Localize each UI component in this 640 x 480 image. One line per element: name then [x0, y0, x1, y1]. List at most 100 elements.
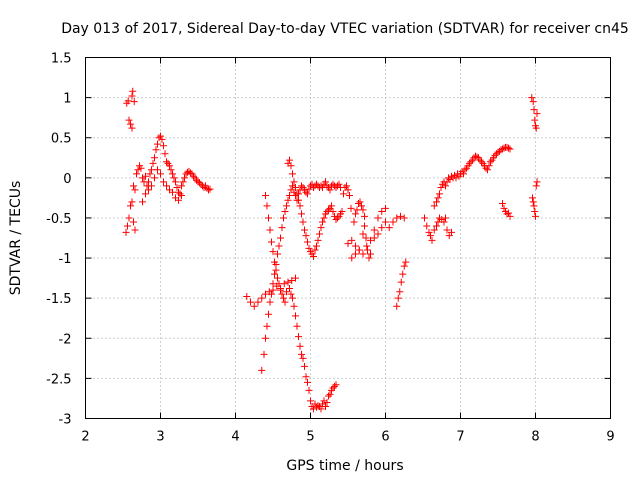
data-point: [399, 270, 407, 278]
tick-labels: 2 3 4 5 6 7 8 9 1.5 1 0.5 0 -0.5 -1 -1.5 -2 -2.5 -3: [46, 52, 615, 445]
data-point: [364, 246, 371, 254]
data-point: [290, 302, 298, 310]
data-point: [348, 254, 356, 262]
data-point: [286, 285, 293, 293]
data-point: [359, 206, 367, 214]
y-tick-label: 0.5: [51, 132, 72, 147]
data-point: [352, 210, 359, 218]
data-point: [332, 381, 340, 389]
data-point: [160, 178, 167, 186]
data-point: [181, 174, 188, 182]
data-point: [292, 312, 299, 320]
data-point: [335, 180, 343, 188]
data-point: [310, 252, 317, 260]
data-point: [134, 166, 142, 174]
data-point: [289, 182, 296, 190]
data-point: [268, 290, 275, 298]
data-point: [122, 228, 130, 236]
data-point: [296, 202, 304, 210]
data-point: [266, 298, 274, 306]
data-point: [529, 194, 536, 202]
data-point: [322, 402, 329, 410]
y-tick-label: -0.5: [46, 212, 71, 227]
data-point: [436, 190, 443, 198]
data-point: [532, 124, 540, 132]
data-point: [196, 179, 203, 187]
data-point: [293, 190, 301, 198]
data-point: [127, 202, 134, 210]
data-point: [200, 183, 208, 191]
data-point: [340, 190, 347, 198]
data-point: [452, 174, 460, 182]
data-point: [346, 191, 353, 199]
data-point: [284, 196, 292, 204]
data-point: [325, 392, 332, 400]
data-point: [163, 158, 170, 166]
data-point: [319, 183, 326, 191]
data-point: [298, 350, 305, 358]
data-point: [448, 172, 455, 180]
data-point: [205, 186, 212, 194]
data-point: [172, 178, 179, 186]
data-point: [359, 230, 367, 238]
data-point: [434, 194, 442, 202]
data-point: [262, 290, 269, 298]
data-point: [305, 244, 313, 252]
data-point: [329, 180, 337, 188]
data-point: [402, 258, 410, 266]
data-point: [478, 158, 485, 166]
data-point: [250, 302, 258, 310]
data-point: [344, 186, 352, 194]
data-point: [299, 218, 307, 226]
data-point: [378, 224, 386, 232]
x-tick-label: 5: [306, 430, 314, 445]
data-point: [287, 162, 295, 170]
data-point: [320, 214, 328, 222]
data-point: [178, 191, 185, 199]
data-point: [332, 216, 340, 224]
data-point: [359, 250, 367, 258]
data-point: [298, 210, 305, 218]
data-point: [275, 242, 283, 250]
data-point: [131, 226, 139, 234]
data-point: [151, 154, 158, 162]
y-tick-label: -2: [59, 332, 72, 347]
data-point: [131, 186, 139, 194]
data-point: [302, 232, 310, 240]
data-point: [301, 362, 308, 370]
data-point: [269, 280, 277, 288]
data-point: [314, 402, 322, 410]
data-point: [394, 294, 402, 302]
data-point: [175, 188, 182, 196]
data-point: [323, 398, 331, 406]
data-point: [374, 230, 382, 238]
data-point: [286, 191, 293, 199]
data-point: [317, 405, 325, 413]
data-point: [370, 234, 378, 242]
data-point: [442, 214, 449, 222]
plot-frame: [85, 57, 611, 419]
data-point: [326, 390, 334, 398]
data-point: [130, 218, 137, 226]
axis-ticks: [85, 57, 611, 419]
data-point: [344, 240, 352, 248]
data-point: [146, 170, 154, 178]
x-tick-label: 7: [456, 430, 464, 445]
data-point: [197, 180, 205, 188]
data-point: [317, 182, 325, 190]
data-point: [148, 166, 155, 174]
data-point: [263, 202, 271, 210]
data-point: [281, 208, 289, 216]
data-point: [400, 262, 408, 270]
data-point: [268, 238, 275, 246]
data-point: [358, 202, 365, 210]
series-seg-o: [430, 143, 514, 210]
series-seg-c: [122, 198, 139, 236]
data-point: [334, 182, 341, 190]
data-point: [290, 178, 298, 186]
data-point: [176, 190, 184, 198]
data-point: [158, 135, 166, 143]
data-point: [283, 202, 290, 210]
data-point: [128, 124, 136, 132]
data-point: [292, 183, 299, 191]
